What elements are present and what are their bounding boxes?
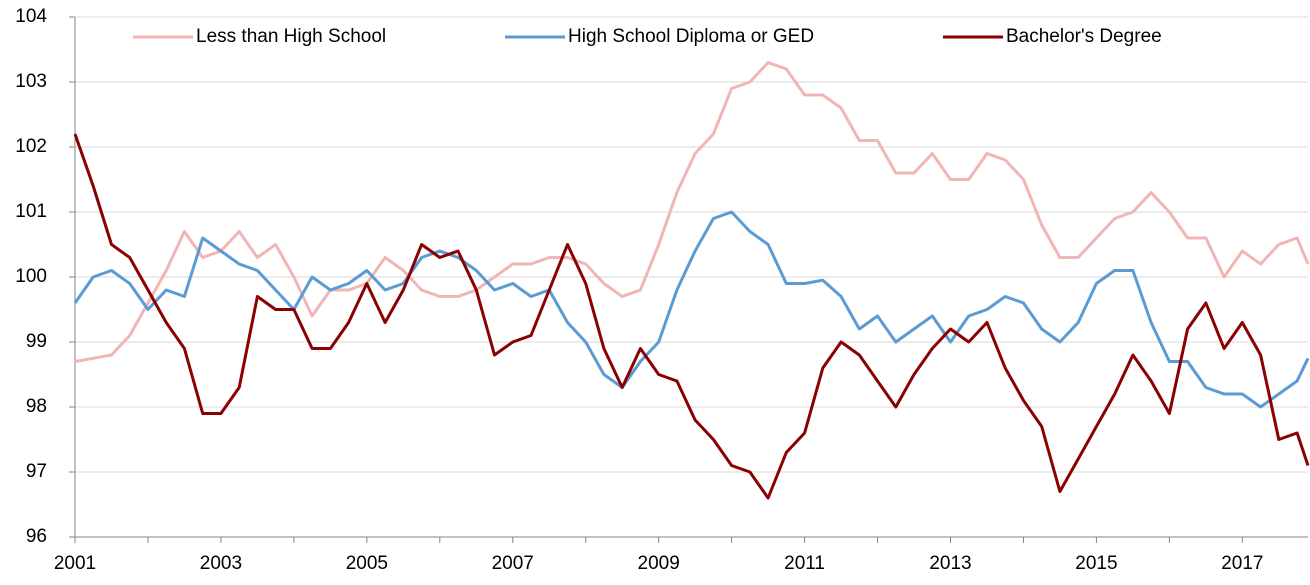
x-tick-label: 2017	[1221, 553, 1263, 574]
y-tick-label: 96	[26, 526, 47, 547]
y-tick-label: 97	[26, 461, 47, 482]
x-tick-label: 2009	[638, 553, 680, 574]
x-tick-label: 2007	[492, 553, 534, 574]
y-tick-label: 100	[15, 266, 47, 287]
y-tick-label: 99	[26, 331, 47, 352]
legend-label: Bachelor's Degree	[1006, 26, 1162, 47]
y-tick-label: 102	[15, 136, 47, 157]
legend-label: Less than High School	[196, 26, 386, 47]
y-tick-label: 104	[15, 6, 47, 27]
series-line	[73, 133, 1310, 500]
y-tick-label: 101	[15, 201, 47, 222]
x-tick-label: 2001	[54, 553, 96, 574]
x-tick-label: 2003	[200, 553, 242, 574]
legend-label: High School Diploma or GED	[568, 26, 814, 47]
y-tick-label: 98	[26, 396, 47, 417]
x-tick-label: 2013	[929, 553, 971, 574]
series-line	[73, 210, 1310, 409]
x-tick-label: 2005	[346, 553, 388, 574]
x-tick-label: 2011	[784, 553, 825, 574]
x-tick-label: 2015	[1075, 553, 1117, 574]
series-line	[74, 61, 1310, 363]
y-tick-label: 103	[15, 71, 47, 92]
